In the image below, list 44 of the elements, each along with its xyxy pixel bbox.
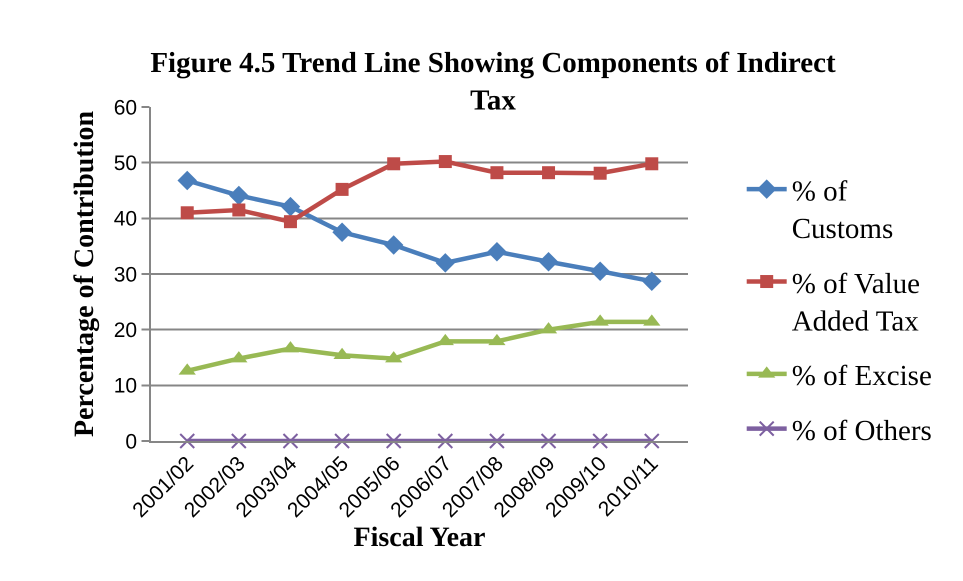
point: [592, 433, 608, 449]
point: [438, 155, 452, 168]
point: [538, 252, 558, 272]
point: [488, 433, 505, 449]
point: [179, 433, 196, 449]
point: [386, 433, 402, 449]
x-axis-title: Fiscal Year: [354, 522, 486, 554]
point: [229, 186, 249, 206]
point: [230, 433, 247, 449]
legend-label: % of Excise: [792, 360, 932, 392]
point: [282, 433, 298, 449]
y-tick-label: 50: [114, 152, 138, 176]
point: [436, 253, 456, 273]
point: [280, 196, 300, 216]
y-tick-label: 40: [114, 208, 138, 231]
point: [336, 182, 349, 196]
point: [177, 170, 197, 190]
point: [332, 222, 352, 242]
legend-label: % of Customs: [792, 175, 894, 246]
y-tick-label: 60: [114, 96, 138, 120]
point: [542, 166, 556, 180]
y-axis-title: Percentage of Contribution: [68, 110, 100, 438]
chart-title: Figure 4.5 Trend Line Showing Components of Indirect Tax: [150, 47, 836, 117]
y-tick-label: 30: [114, 263, 138, 286]
point: [645, 157, 658, 170]
point: [594, 166, 607, 180]
point: [180, 206, 194, 220]
point: [387, 157, 400, 170]
legend-label: % of Others: [792, 414, 932, 447]
point: [490, 166, 504, 180]
legend-label: % of Value Added Tax: [792, 268, 920, 338]
point: [642, 271, 662, 291]
point: [384, 235, 404, 255]
point: [487, 242, 507, 262]
point: [590, 261, 610, 281]
point: [334, 433, 350, 449]
point: [284, 215, 297, 228]
point: [232, 203, 246, 216]
y-tick-label: 0: [125, 430, 138, 454]
point: [437, 433, 454, 449]
y-tick-label: 20: [114, 319, 138, 342]
point: [644, 433, 660, 449]
y-tick-label: 10: [114, 374, 138, 398]
point: [540, 433, 557, 449]
